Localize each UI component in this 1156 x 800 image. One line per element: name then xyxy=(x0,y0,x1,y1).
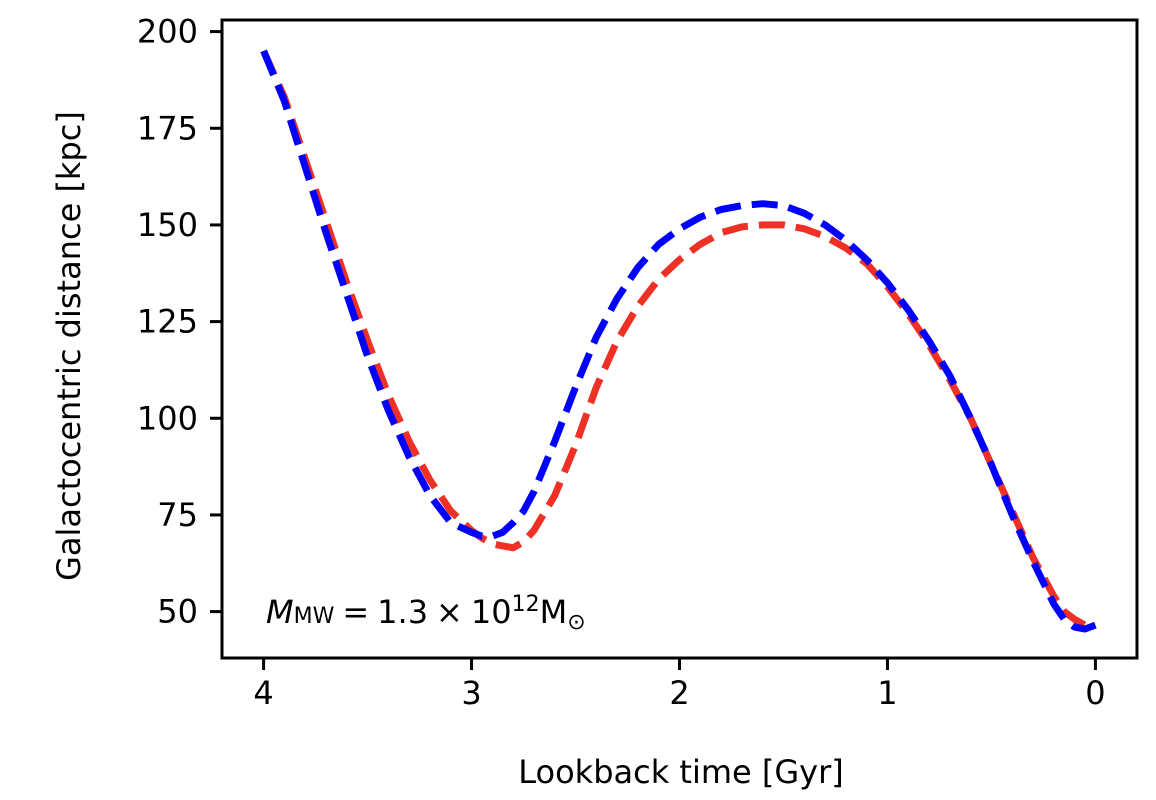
annotation-equals: = xyxy=(342,593,369,631)
y-tick-label: 100 xyxy=(137,399,198,437)
series-line-1 xyxy=(260,49,1096,629)
annotation-unit: M xyxy=(540,593,568,631)
y-tick-label: 175 xyxy=(137,109,198,147)
annotation-base: 10 xyxy=(471,593,512,631)
y-tick-label: 150 xyxy=(137,206,198,244)
y-axis-label: Galactocentric distance [kpc] xyxy=(50,111,88,581)
y-tick-label: 75 xyxy=(157,496,198,534)
y-tick-label: 125 xyxy=(137,303,198,341)
x-tick-label: 1 xyxy=(877,674,897,712)
y-tick-label: 200 xyxy=(137,13,198,51)
annotation-unit-sub: ⊙ xyxy=(567,610,585,635)
annotation-mantissa: 1.3 xyxy=(377,593,428,631)
x-axis-label: Lookback time [Gyr] xyxy=(518,753,844,791)
series-line-2 xyxy=(260,49,1097,633)
annotation-exponent: 12 xyxy=(512,592,540,617)
annotation-times: × xyxy=(436,593,463,631)
x-tick-label: 4 xyxy=(253,674,273,712)
y-tick-label: 50 xyxy=(157,593,198,631)
x-tick-label: 2 xyxy=(669,674,689,712)
x-tick-label: 0 xyxy=(1085,674,1105,712)
annotation-symbol: M xyxy=(266,593,294,631)
annotation-subscript: MW xyxy=(294,604,335,629)
mass-annotation: MMW = 1.3 × 1012M⊙ xyxy=(266,592,586,635)
x-tick-label: 3 xyxy=(461,674,481,712)
